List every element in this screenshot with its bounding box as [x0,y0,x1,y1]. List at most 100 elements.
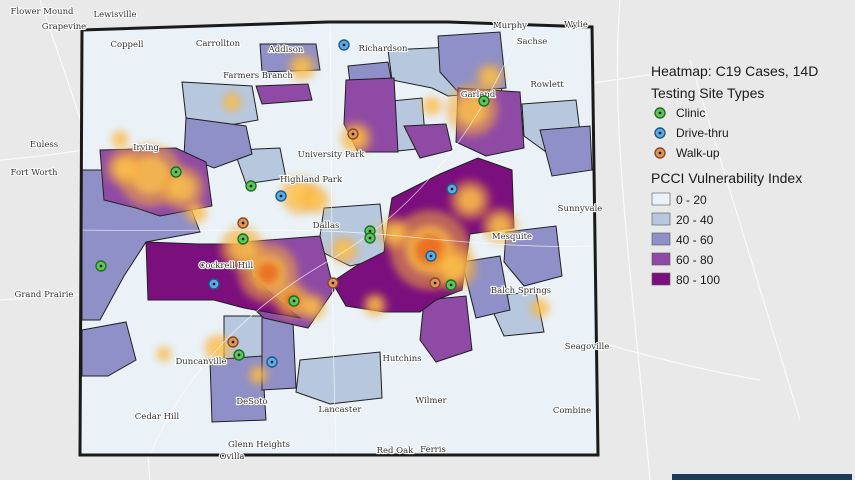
county-choropleth [80,22,598,455]
clinic-site-marker[interactable] [170,166,182,178]
place-label: Lewisville [93,10,136,20]
place-label: Carrollton [196,39,241,49]
place-label: Ovilla [220,452,245,462]
place-label: Grapevine [42,22,86,32]
testing-sites [95,39,490,368]
clinic-site-marker[interactable] [364,232,376,244]
place-label: Sachse [517,37,548,47]
tract-40-60 [81,321,137,377]
legend-index-classes: 0 - 20 20 - 40 40 - 60 60 - 80 80 - 100 [651,192,720,287]
place-label: DeSoto [236,397,267,407]
place-label: Ferris [420,445,446,455]
tract-40-60 [503,225,563,287]
drivethru-site-marker[interactable] [425,250,437,262]
walkup-site-marker[interactable] [347,128,359,140]
heat-spot [330,236,358,264]
clinic-site-marker[interactable] [245,180,257,192]
place-label: Lancaster [319,405,363,415]
drivethru-site-marker[interactable] [266,356,278,368]
place-label: Richardson [359,44,408,54]
heat-spot [160,166,204,210]
place-label: Rowlett [530,80,564,90]
drivethru-site-marker[interactable] [446,183,458,195]
tract-60-80 [419,295,473,363]
legend-index-label: 80 - 100 [676,273,720,287]
clinic-site-marker[interactable] [445,279,457,291]
place-label: Wilmer [415,396,447,406]
heat-spot [185,202,207,224]
place-label: Cedar Hill [135,412,180,422]
heat-spot [530,298,550,318]
drivethru-site-marker[interactable] [208,278,220,290]
clinic-site-marker[interactable] [237,233,249,245]
place-label: Grand Prairie [15,290,74,300]
tract-60-80 [403,123,453,159]
legend-index-item: 20 - 40 [651,212,714,227]
tract-40-60 [539,125,593,177]
heat-spot [378,217,410,249]
legend-index-swatch [651,212,671,226]
legend-heatmap-title: Heatmap: C19 Cases, 14D [651,63,818,79]
walkup-site-marker[interactable] [429,277,441,289]
heat-spot [302,186,330,214]
legend-site-label: Drive-thru [676,126,729,140]
tract-40-60 [183,117,253,169]
place-label: Balch Springs [491,286,551,296]
legend-index-label: 0 - 20 [676,193,707,207]
legend-site-item: Clinic [654,106,705,120]
heat-spot [450,180,490,220]
place-label: University Park [298,150,366,160]
walkup-site-marker[interactable] [327,277,339,289]
place-label: Highland Park [280,175,343,185]
clinic-site-marker[interactable] [95,260,107,272]
place-label: Farmers Branch [223,71,293,81]
legend-index-item: 0 - 20 [651,192,707,207]
heat-spot [106,150,142,186]
legend-index-item: 60 - 80 [651,252,714,267]
place-label: Red Oak [377,446,415,456]
place-labels: Flower Mound Lewisville Grapevine Coppell Ca… [9,6,610,463]
legend: Heatmap: C19 Cases, 14D Testing Site Typ… [651,63,818,287]
legend-site-item: Drive-thru [654,126,729,140]
place-label: Wylie [564,20,588,30]
footer-bar [672,474,852,480]
drivethru-site-marker[interactable] [275,190,287,202]
heat-spot [363,293,387,317]
legend-site-item: Walk-up [654,146,720,160]
heat-spot [433,246,477,290]
place-label: Coppell [111,40,144,50]
place-label: Fort Worth [11,168,58,178]
tract-60-80 [255,83,313,105]
place-label: Flower Mound [10,7,74,17]
place-label: Hutchins [382,354,421,364]
clinic-site-marker[interactable] [233,349,245,361]
drivethru-site-marker[interactable] [338,39,350,51]
legend-site-types: Clinic Drive-thru Walk-up [654,106,729,160]
place-label: Irving [133,143,159,153]
heat-spot [482,208,518,244]
place-label: Duncanville [175,357,226,367]
place-label: Combine [553,406,591,416]
legend-index-swatch [651,232,671,246]
heat-spot [156,346,172,362]
place-label: Murphy [493,21,527,31]
heat-spot [476,63,504,91]
legend-index-swatch [651,272,671,286]
tract-20-40 [181,81,259,129]
tract-20-40 [295,351,383,405]
legend-index-swatch [651,192,671,206]
tract-20-40 [233,147,287,185]
place-label: Seagoville [565,342,609,352]
clinic-site-marker[interactable] [288,295,300,307]
walkup-site-marker[interactable] [237,217,249,229]
place-label: Sunnyvale [558,204,603,214]
place-label: Mesquite [492,232,532,242]
legend-site-label: Walk-up [676,146,720,160]
clinic-site-marker[interactable] [478,95,490,107]
legend-index-label: 20 - 40 [676,213,714,227]
heat-spot [222,92,242,112]
legend-site-label: Clinic [676,106,705,120]
place-label: Cockrell Hill [199,261,254,271]
walkup-site-marker[interactable] [227,336,239,348]
